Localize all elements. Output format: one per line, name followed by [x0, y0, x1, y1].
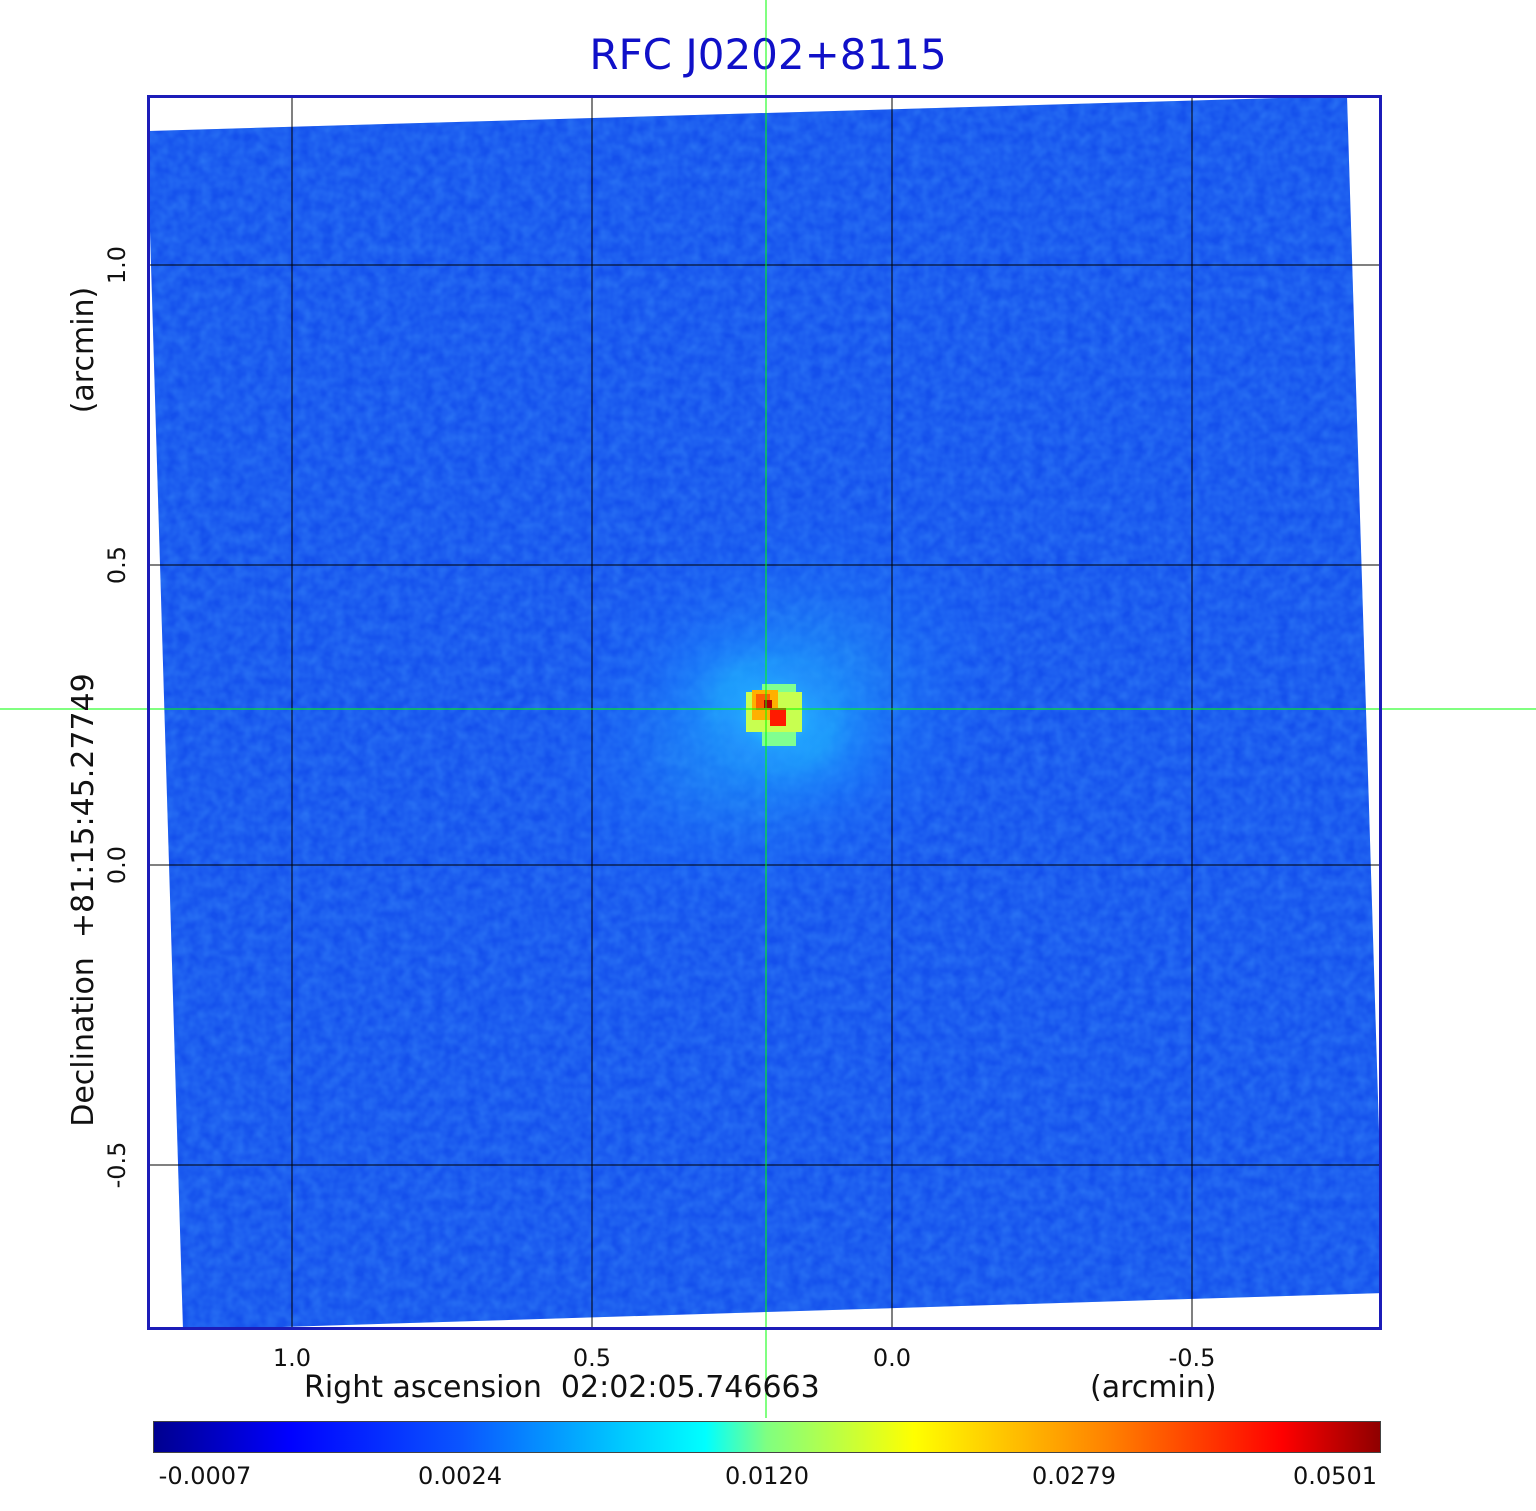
colorbar-tick-label: 0.0024 — [418, 1462, 502, 1490]
colorbar-tick-label: -0.0007 — [158, 1462, 252, 1490]
x-tick-label: 0.0 — [872, 1344, 912, 1372]
y-tick-label: -0.5 — [103, 1141, 131, 1189]
x-axis-unit: (arcmin) — [1090, 1370, 1217, 1405]
x-tick-label: -0.5 — [1168, 1344, 1216, 1372]
colorbar — [153, 1421, 1381, 1453]
colorbar-tick-label: 0.0120 — [725, 1462, 809, 1490]
source-core — [746, 684, 802, 746]
y-tick-label: 1.0 — [103, 245, 131, 285]
sky-image[interactable] — [0, 0, 1536, 1420]
colorbar-tick-label: 0.0279 — [1032, 1462, 1116, 1490]
x-tick-label: 0.5 — [572, 1344, 612, 1372]
plot-frame — [147, 95, 1382, 1330]
image-title: RFC J0202+8115 — [589, 30, 947, 79]
x-tick-label: 1.0 — [272, 1344, 312, 1372]
x-axis-label: Right ascension 02:02:05.746663 — [304, 1370, 820, 1405]
y-axis-unit: (arcmin) — [66, 286, 101, 414]
crosshair — [0, 0, 1536, 1418]
y-tick-label: 0.0 — [103, 845, 131, 885]
coordinate-grid — [149, 97, 1380, 1328]
colorbar-tick-label: 0.0501 — [1293, 1462, 1377, 1490]
y-tick-label: 0.5 — [103, 545, 131, 585]
y-axis-label: Declination +81:15:45.27749 — [66, 673, 101, 1127]
